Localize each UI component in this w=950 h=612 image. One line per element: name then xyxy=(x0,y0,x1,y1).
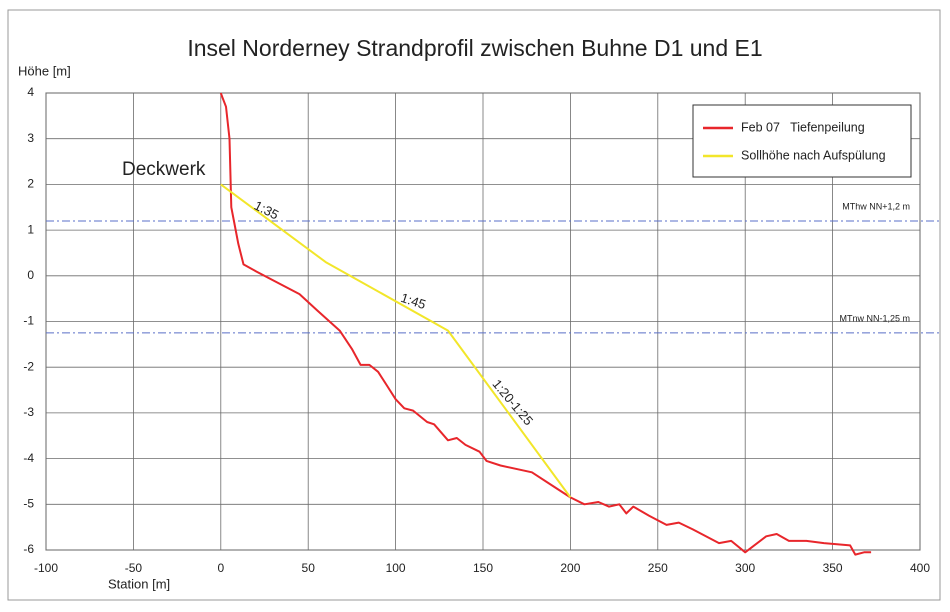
annotation: Deckwerk xyxy=(122,159,206,180)
x-tick-label: 400 xyxy=(910,561,930,575)
x-axis-label: Station [m] xyxy=(108,576,170,591)
reference-label: MThw NN+1,2 m xyxy=(842,201,910,211)
y-tick-label: 2 xyxy=(27,177,34,191)
chart-title: Insel Norderney Strandprofil zwischen Bu… xyxy=(187,35,762,61)
legend: Feb 07 Tiefenpeilung Sollhöhe nach Aufspü… xyxy=(692,104,912,178)
legend-label: Sollhöhe nach Aufspülung xyxy=(741,148,886,162)
y-tick-label: -5 xyxy=(23,496,34,510)
y-axis-label: Höhe [m] xyxy=(18,63,71,78)
series-line xyxy=(219,92,872,556)
y-tick-label: 0 xyxy=(27,268,34,282)
legend-box xyxy=(692,104,912,178)
series-line xyxy=(220,183,572,498)
x-tick-label: 0 xyxy=(217,561,224,575)
x-tick-label: -50 xyxy=(125,561,143,575)
x-tick-label: 150 xyxy=(473,561,493,575)
x-tick-label: 50 xyxy=(302,561,316,575)
annotation: 1:45 xyxy=(399,290,428,312)
legend-label: Feb 07 Tiefenpeilung xyxy=(741,120,865,134)
reference-label: MTnw NN-1,25 m xyxy=(839,313,910,323)
y-tick-label: 3 xyxy=(27,131,34,145)
y-tick-label: -4 xyxy=(23,451,34,465)
x-tick-label: 300 xyxy=(735,561,755,575)
y-tick-label: 1 xyxy=(27,222,34,236)
x-tick-label: 250 xyxy=(648,561,668,575)
x-tick-label: 350 xyxy=(823,561,843,575)
y-tick-label: -6 xyxy=(23,542,34,556)
y-tick-label: -1 xyxy=(23,314,34,328)
y-tick-label: -3 xyxy=(23,405,34,419)
y-tick-label: 4 xyxy=(27,85,34,99)
y-tick-label: -2 xyxy=(23,359,34,373)
x-tick-label: 100 xyxy=(386,561,406,575)
x-tick-label: -100 xyxy=(34,561,58,575)
x-tick-label: 200 xyxy=(560,561,580,575)
